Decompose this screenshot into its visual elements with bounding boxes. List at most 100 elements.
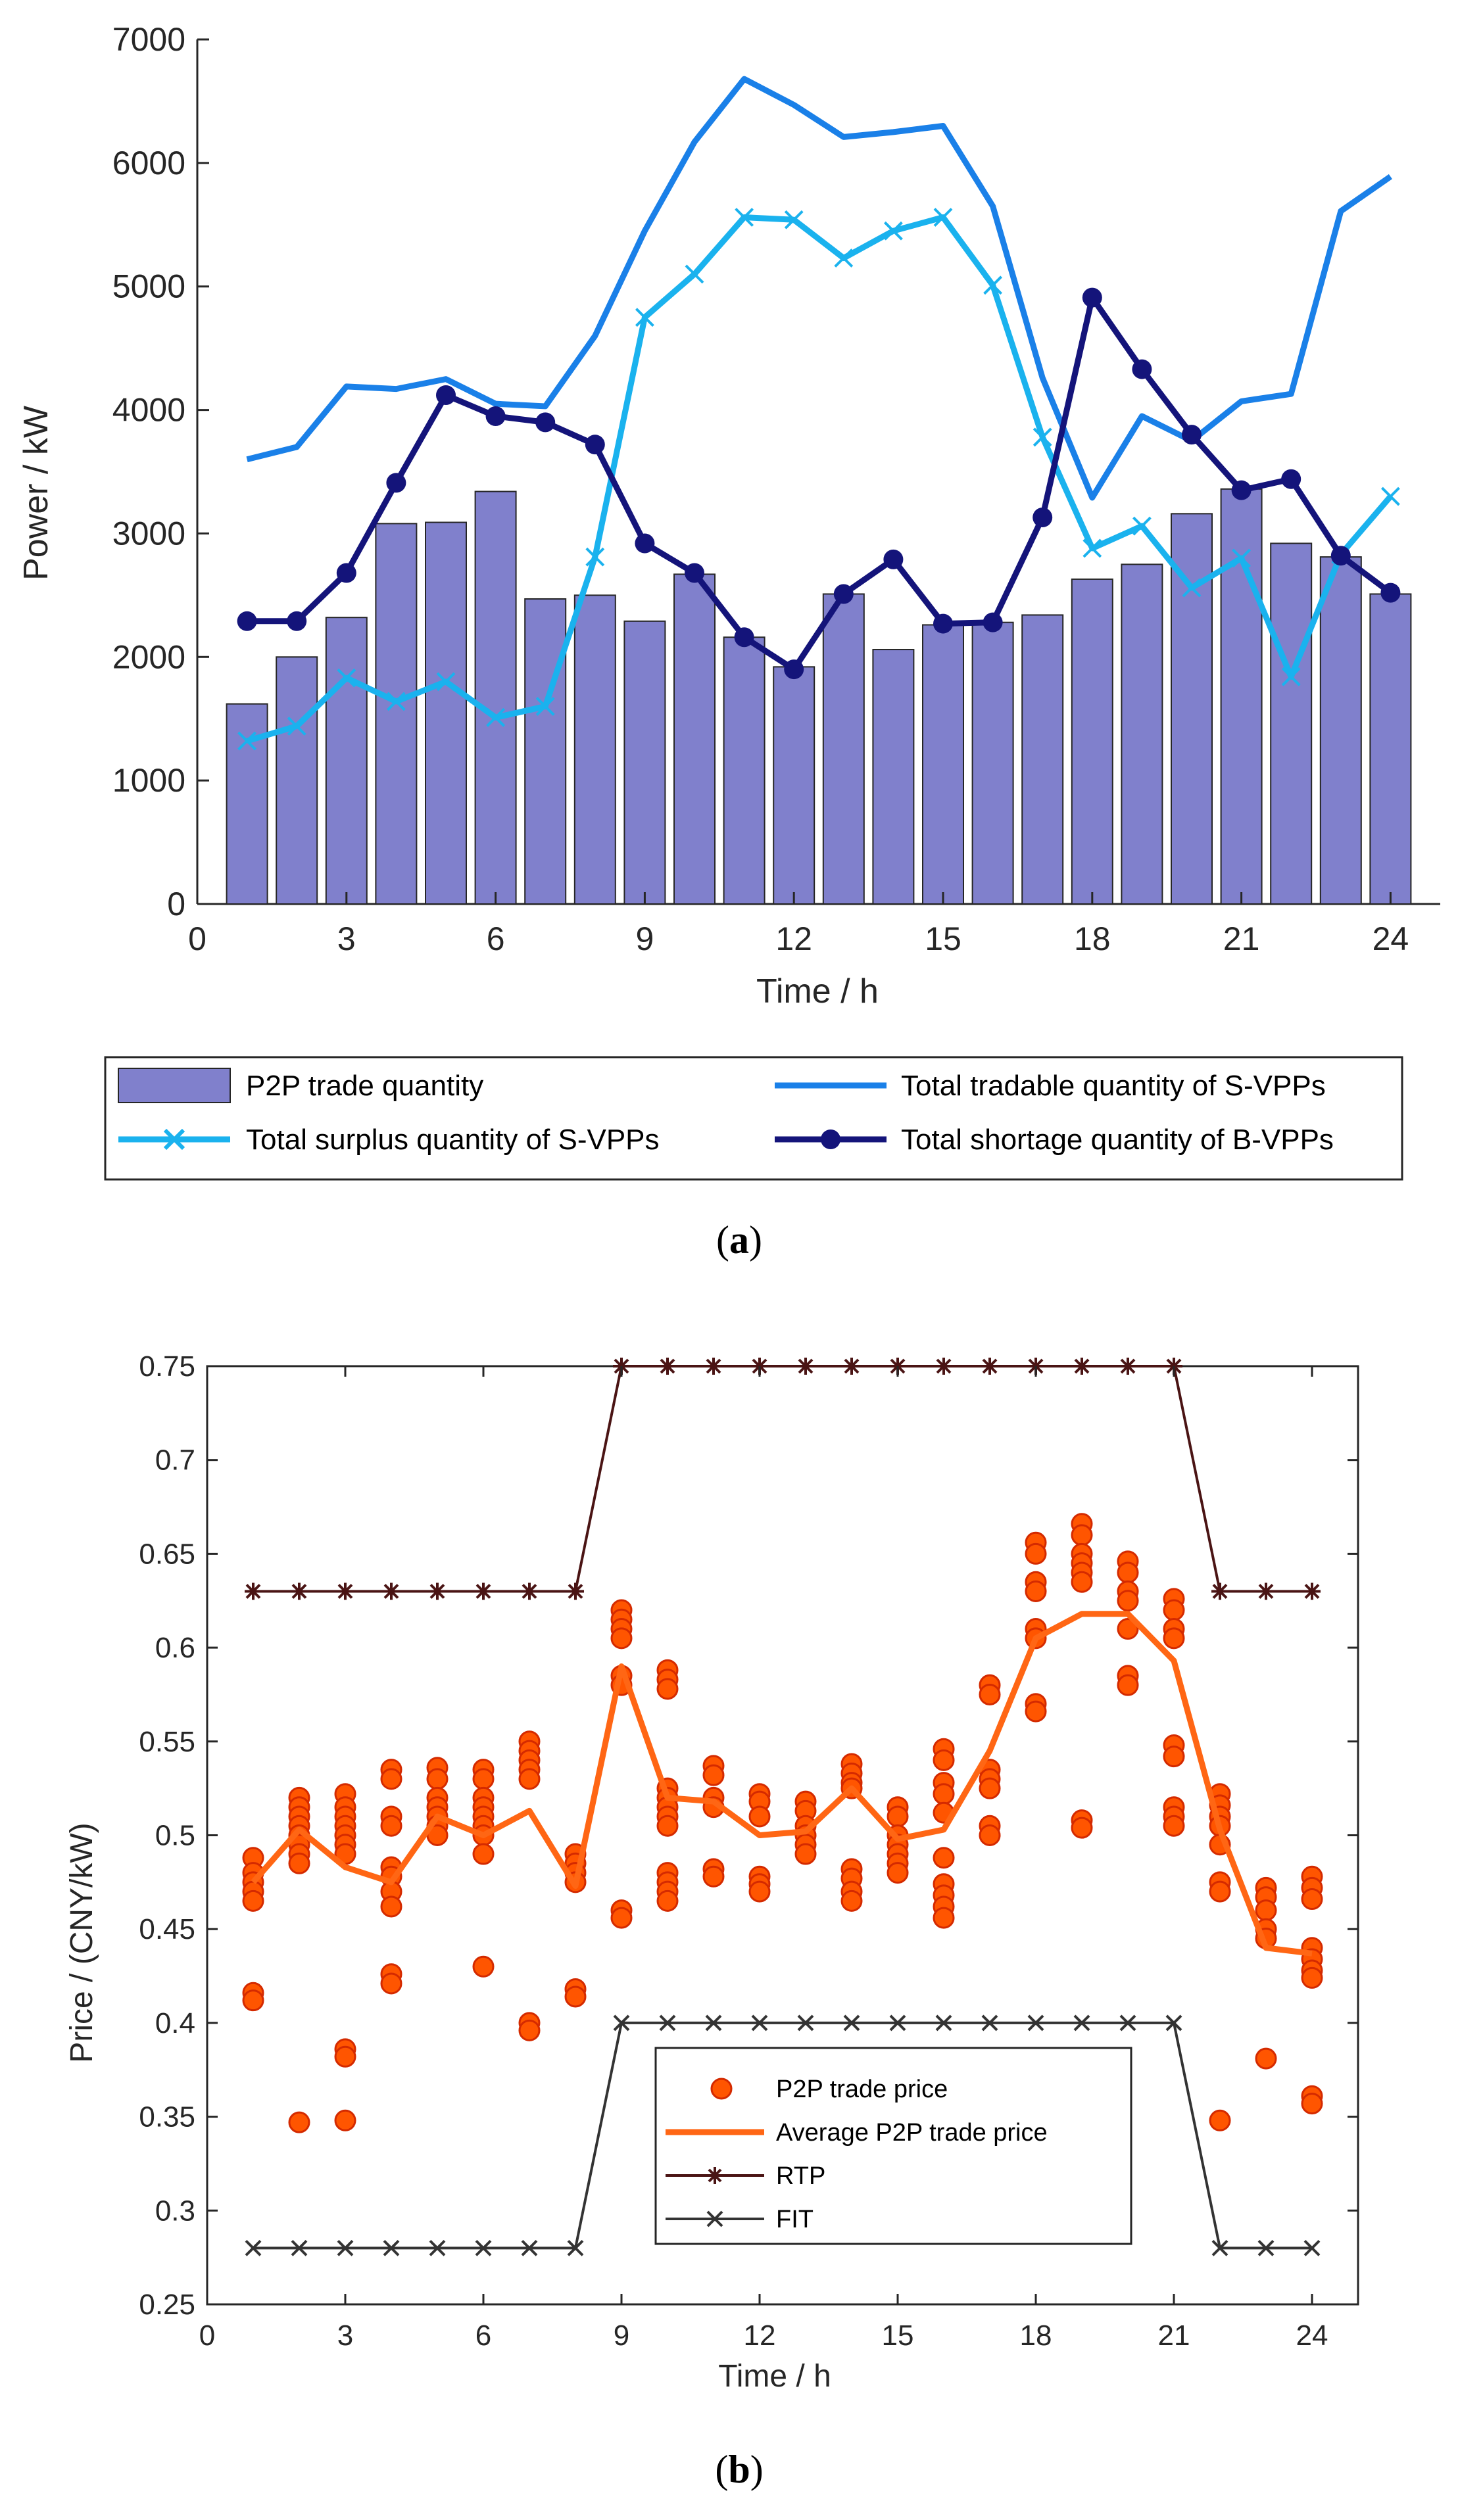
series-point bbox=[383, 2239, 400, 2256]
scatter-point bbox=[1025, 1542, 1047, 1565]
scatter-point bbox=[702, 1764, 725, 1786]
series-line bbox=[247, 295, 1393, 673]
scatter-point bbox=[334, 2045, 356, 2068]
scatter-point bbox=[656, 1815, 679, 1837]
bar bbox=[325, 617, 368, 905]
legend-tradable-label: Total tradable quantity of S-VPPs bbox=[901, 1070, 1326, 1102]
series-point bbox=[521, 2239, 538, 2256]
scatter-point bbox=[242, 1989, 264, 2012]
series-point bbox=[933, 613, 953, 634]
chart-a-ylabel: Power / kW bbox=[17, 406, 55, 581]
series-point bbox=[1303, 2239, 1321, 2256]
series-point bbox=[981, 1358, 998, 1375]
legend-shortage-marker bbox=[821, 1129, 840, 1149]
legend-bar-label: P2P trade quantity bbox=[246, 1070, 483, 1102]
series-point bbox=[287, 717, 306, 736]
scatter-point bbox=[518, 1768, 541, 1790]
xtick-label: 12 bbox=[775, 920, 812, 957]
ytick-label: 0 bbox=[167, 886, 185, 922]
scatter-point bbox=[1301, 2093, 1323, 2115]
legend-fit-marker bbox=[706, 2210, 723, 2227]
chart-b-ticks: 0.25 0.3 0.35 0.4 0.45 0.5 0.55 0.6 0.65 0.7 0.75 0… bbox=[139, 1350, 1358, 2352]
ytick-label: 0.65 bbox=[139, 1538, 195, 1570]
series-point bbox=[337, 2239, 354, 2256]
scatter-point bbox=[1025, 1700, 1047, 1723]
bar bbox=[375, 523, 418, 905]
series-point bbox=[883, 221, 903, 241]
scatter-point bbox=[979, 1683, 1001, 1705]
xtick-label: 0 bbox=[199, 2319, 215, 2352]
xtick-label: 0 bbox=[188, 920, 207, 957]
series-line bbox=[246, 214, 1393, 744]
ytick-label: 3000 bbox=[112, 515, 185, 552]
scatter-point bbox=[656, 1890, 679, 1912]
series-point bbox=[1132, 359, 1152, 379]
chart-b-legend: P2P trade price Average P2P trade price … bbox=[654, 2047, 1132, 2245]
series-point bbox=[1303, 1582, 1321, 1600]
series-point bbox=[535, 697, 555, 716]
scatter-point bbox=[1117, 1674, 1139, 1696]
scatter-point bbox=[1255, 1899, 1277, 1922]
xtick-label: 18 bbox=[1074, 920, 1111, 957]
scatter-point bbox=[334, 2109, 356, 2131]
scatter-point bbox=[610, 1907, 633, 1929]
xtick-label: 3 bbox=[337, 2319, 353, 2352]
series-point bbox=[336, 563, 356, 583]
series-point bbox=[436, 385, 456, 406]
series-point bbox=[386, 473, 406, 493]
series-point bbox=[635, 533, 655, 554]
series-point bbox=[685, 563, 704, 583]
series-point bbox=[834, 249, 854, 268]
scatter-point bbox=[1163, 1627, 1185, 1650]
xtick-label: 15 bbox=[925, 920, 961, 957]
xtick-label: 18 bbox=[1020, 2319, 1052, 2352]
scatter-point bbox=[1255, 2047, 1277, 2070]
ytick-label: 6000 bbox=[112, 145, 185, 181]
series-point bbox=[291, 2239, 308, 2256]
series-point bbox=[883, 549, 904, 569]
series-point bbox=[1380, 582, 1401, 603]
scatter-point bbox=[933, 1847, 955, 1869]
series-point bbox=[685, 264, 704, 284]
scatter-point bbox=[1301, 1966, 1323, 1989]
legend-scatter-label: P2P trade price bbox=[776, 2076, 948, 2103]
series-point bbox=[983, 275, 1003, 295]
series-point bbox=[287, 611, 307, 631]
series-point bbox=[585, 547, 605, 567]
scatter-point bbox=[887, 1862, 909, 1884]
legend-rtp-marker bbox=[706, 2167, 723, 2184]
scatter-point bbox=[518, 2019, 541, 2041]
bar bbox=[276, 656, 318, 905]
series-point bbox=[933, 208, 953, 227]
scatter-point bbox=[380, 1815, 402, 1837]
scatter-point bbox=[610, 1627, 633, 1650]
bar bbox=[1319, 556, 1362, 905]
legend-surplus-marker bbox=[163, 1128, 185, 1151]
series-point bbox=[429, 2239, 446, 2256]
scatter-point bbox=[887, 1805, 909, 1828]
scatter-point bbox=[288, 2111, 310, 2133]
scatter-point bbox=[979, 1824, 1001, 1846]
chart-a-legend: P2P trade quantity Total tradable quanti… bbox=[104, 1056, 1403, 1181]
ytick-label: 0.25 bbox=[139, 2289, 195, 2321]
ytick-label: 0.4 bbox=[155, 2007, 195, 2039]
series-point bbox=[935, 2014, 952, 2032]
xtick-label: 6 bbox=[487, 920, 505, 957]
legend-bar-swatch bbox=[118, 1068, 231, 1103]
scatter-point bbox=[288, 1852, 310, 1874]
scatter-point bbox=[933, 1783, 955, 1805]
xtick-label: 9 bbox=[614, 2319, 629, 2352]
scatter-point bbox=[702, 1865, 725, 1888]
series-point bbox=[797, 2014, 814, 2032]
series-point bbox=[567, 2239, 584, 2256]
series-point bbox=[1182, 425, 1202, 445]
series-point bbox=[567, 1582, 584, 1600]
series-point bbox=[1033, 508, 1053, 528]
series-point bbox=[1119, 1358, 1136, 1375]
series-point bbox=[486, 707, 506, 727]
series-point bbox=[983, 612, 1003, 632]
chart-b-xlabel: Time / h bbox=[718, 2359, 831, 2394]
ytick-label: 0.6 bbox=[155, 1632, 195, 1664]
bar bbox=[573, 594, 616, 905]
